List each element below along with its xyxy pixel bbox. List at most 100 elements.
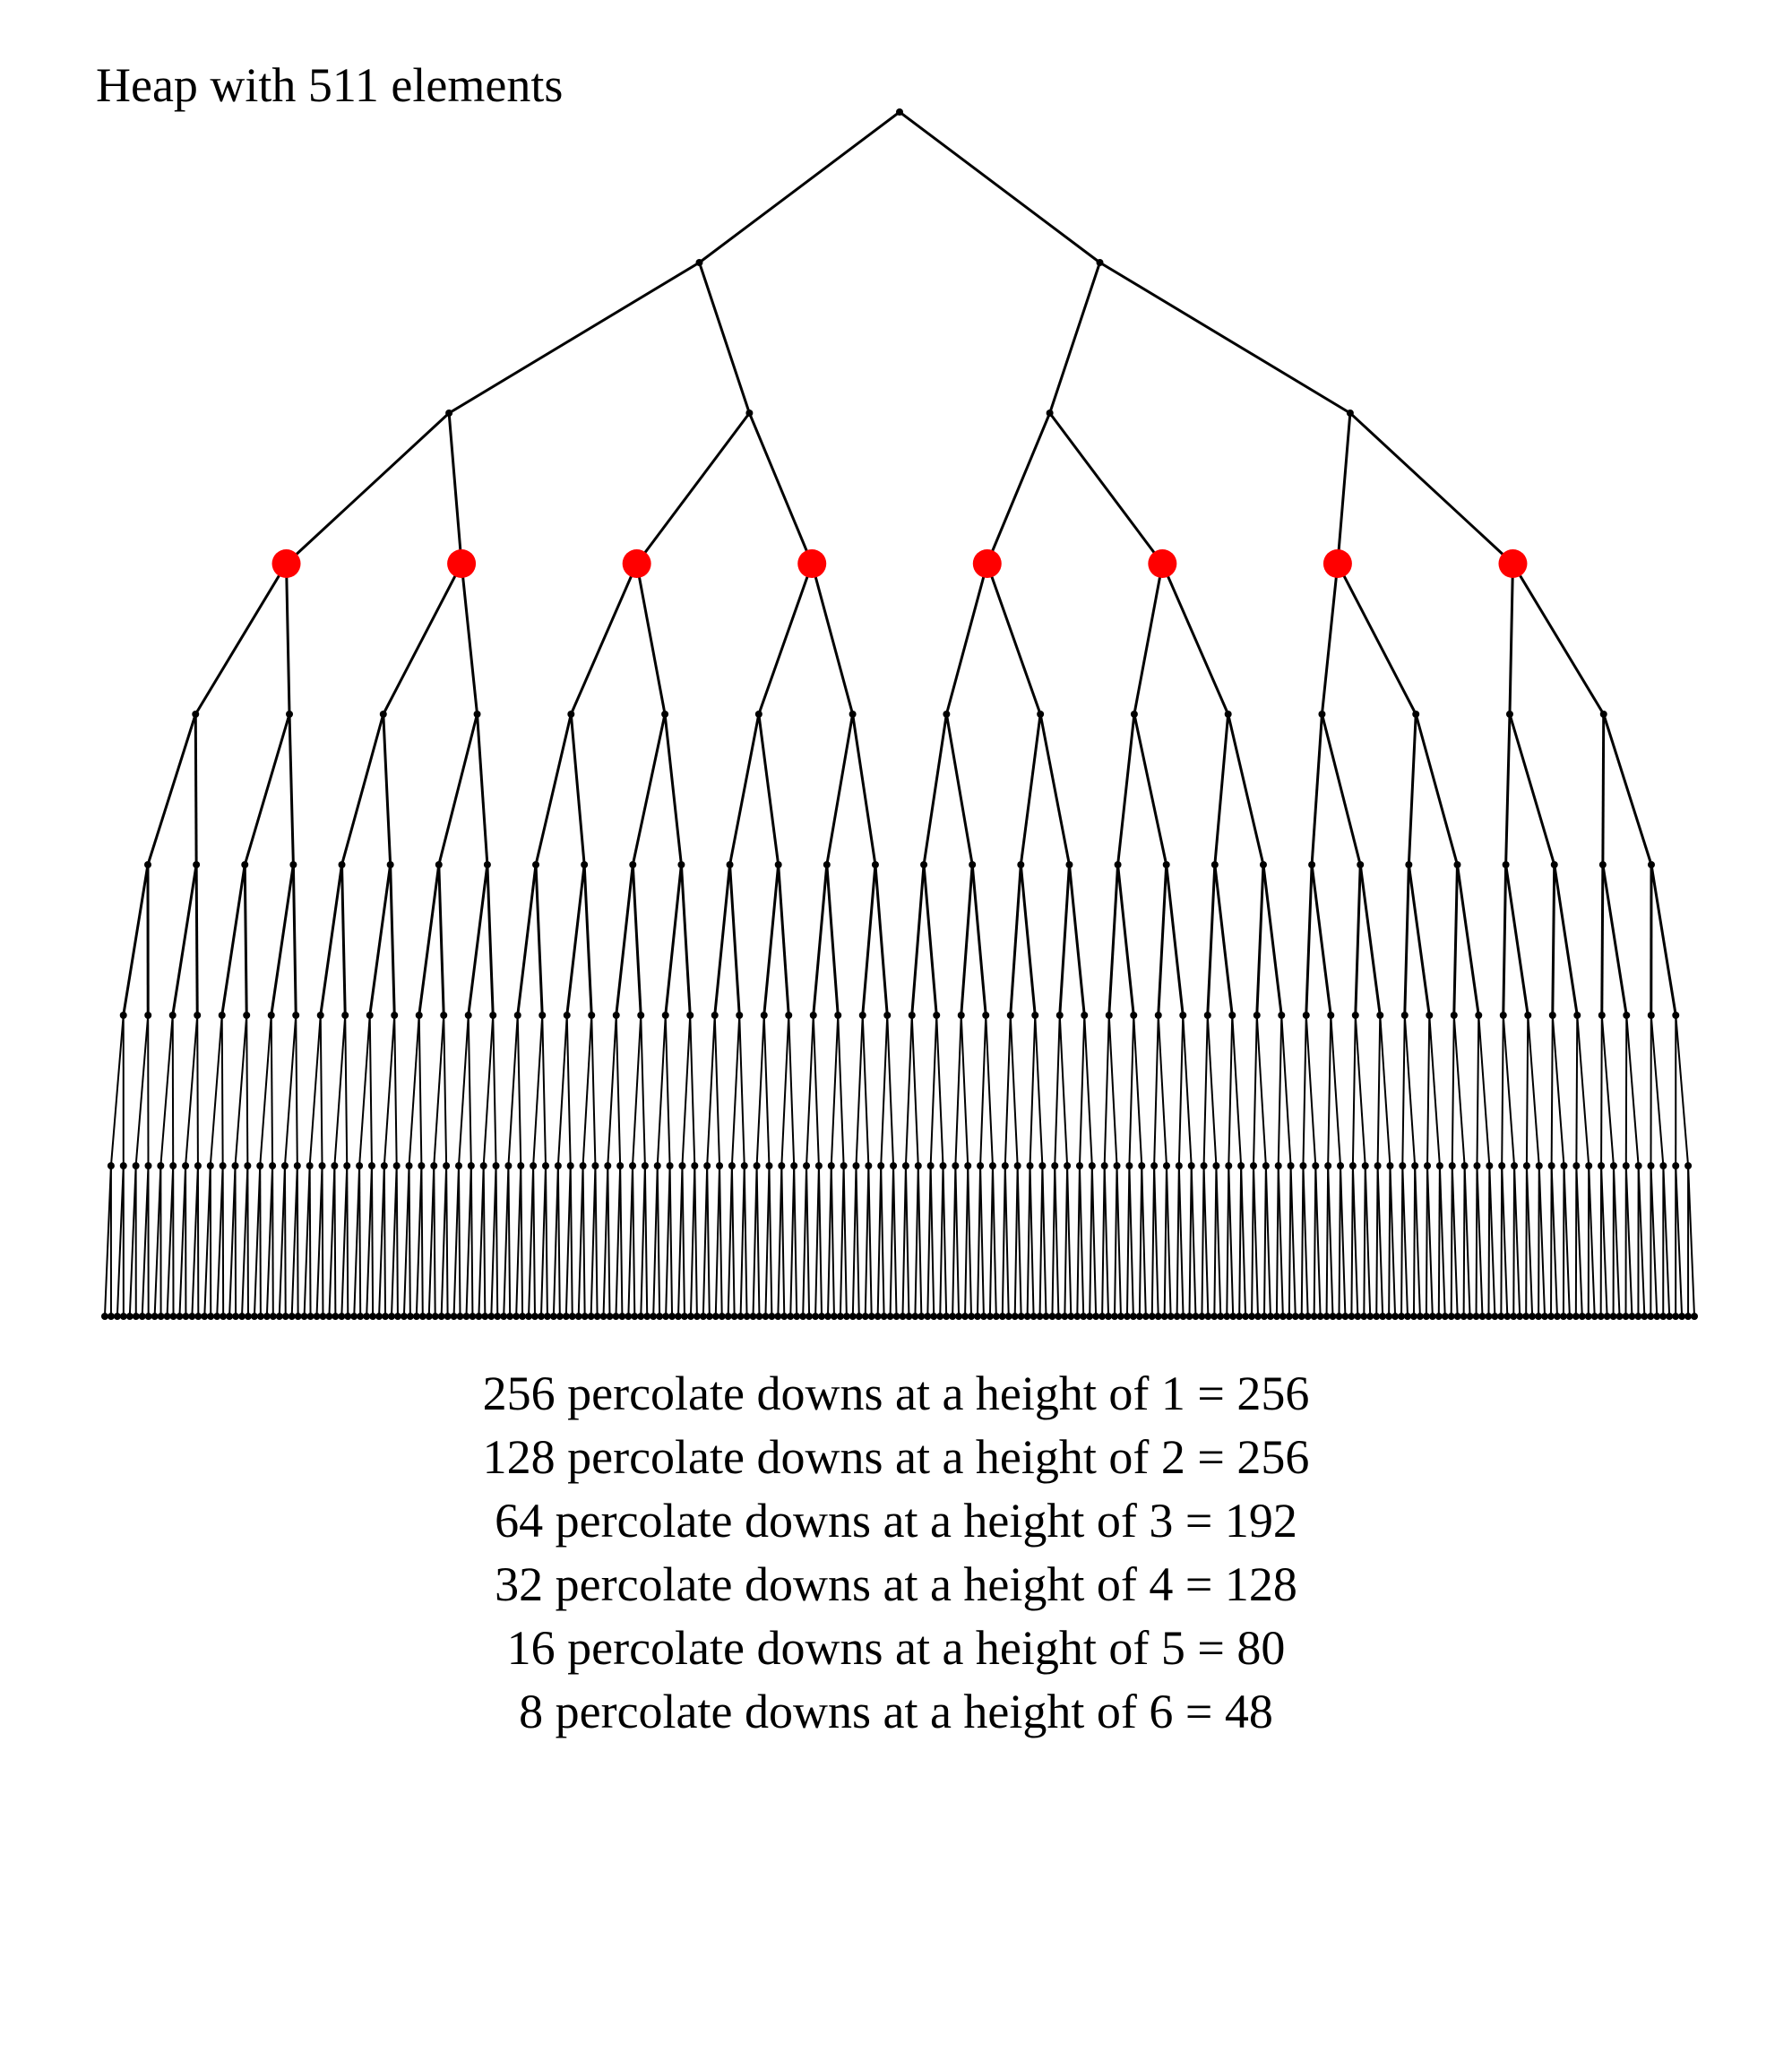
tree-node [760, 1012, 768, 1019]
tree-edge [582, 864, 593, 1016]
tree-edge [191, 1165, 199, 1317]
tree-edge [448, 261, 701, 415]
tree-edge [728, 713, 761, 866]
tree-edge [128, 1165, 137, 1317]
tree-edge [1078, 1014, 1086, 1167]
tree-edge [534, 713, 573, 866]
tree-node [914, 1162, 922, 1169]
tree-edge [615, 1014, 622, 1167]
tree-edge [328, 1165, 336, 1317]
tree-node [793, 1313, 801, 1320]
tree-edge [706, 1165, 711, 1317]
tree-node [391, 1012, 399, 1019]
tree-edge [910, 1014, 919, 1167]
tree-edge [1305, 864, 1314, 1016]
tree-edge [904, 1165, 910, 1317]
tree-node [871, 861, 879, 868]
tree-edge [806, 1014, 814, 1167]
tree-node [1038, 1162, 1047, 1169]
tree-node [356, 1162, 364, 1169]
tree-node [1130, 1012, 1138, 1019]
tree-edge [366, 1165, 373, 1317]
tree-node [755, 1313, 763, 1320]
tree-node [430, 1162, 438, 1169]
tree-node [1037, 711, 1045, 718]
tree-edge [632, 1014, 642, 1167]
tree-edge [433, 1014, 445, 1167]
tree-node [1254, 1313, 1262, 1320]
tree-node [1684, 1162, 1693, 1169]
tree-edge [664, 864, 683, 1016]
tree-edge [319, 864, 344, 1016]
tree-node [982, 1012, 990, 1019]
tree-node [1341, 1313, 1349, 1320]
tree-edge [910, 864, 926, 1016]
tree-edge [631, 864, 642, 1016]
tree-edge [1320, 563, 1340, 715]
tree-node [341, 1012, 349, 1019]
tree-node [593, 1313, 601, 1320]
tree-node [144, 861, 151, 868]
tree-edge [1054, 1014, 1061, 1167]
tree-node [405, 1162, 413, 1169]
tree-edge [788, 1014, 796, 1167]
tree-edge [1213, 713, 1230, 866]
tree-node [431, 1313, 439, 1320]
tree-edge [944, 563, 989, 715]
tree-edge [954, 1014, 962, 1167]
tree-node [489, 1012, 497, 1019]
tree-node [1259, 861, 1267, 868]
tree-edge [1083, 1014, 1093, 1167]
tree-node [1096, 259, 1104, 266]
tree-node [440, 1012, 448, 1019]
tree-edge [1363, 1165, 1366, 1317]
tree-node [1603, 1313, 1611, 1320]
tree-edge [864, 1165, 870, 1317]
tree-edge [1101, 1165, 1106, 1317]
tree-edge [1277, 1014, 1283, 1167]
tree-edge [358, 1014, 371, 1167]
tree-edge [810, 563, 855, 715]
tree-node [1475, 1012, 1483, 1019]
tree-node [1357, 861, 1365, 868]
tree-edge [340, 864, 347, 1016]
tree-edge [929, 1014, 938, 1167]
tree-edge [991, 1165, 997, 1317]
tree-node [581, 1313, 589, 1320]
tree-node [517, 1162, 525, 1169]
tree-edge [389, 864, 396, 1016]
tree-edge [1388, 1165, 1391, 1317]
tree-edge [917, 1165, 923, 1317]
tree-node [500, 1313, 508, 1320]
tree-node [823, 861, 831, 868]
tree-edge [768, 1165, 773, 1317]
tree-node [412, 1313, 420, 1320]
tree-edge [837, 1014, 845, 1167]
tree-node [1502, 861, 1510, 868]
tree-node [754, 711, 762, 718]
tree-node [286, 711, 294, 718]
tree-edge [929, 1165, 935, 1317]
tree-node [643, 1313, 651, 1320]
tree-node [830, 1313, 838, 1320]
tree-edge [194, 864, 199, 1016]
tree-edge [806, 1165, 811, 1317]
tree-node [905, 1313, 913, 1320]
tree-node [275, 1313, 283, 1320]
tree-edge [1029, 1165, 1035, 1317]
tree-node [1578, 1313, 1586, 1320]
tree-node [267, 1012, 275, 1019]
tree-node [157, 1313, 165, 1320]
tree-edge [1625, 1014, 1640, 1167]
tree-node [918, 1313, 926, 1320]
tree-node [579, 1162, 587, 1169]
tree-node [774, 1313, 782, 1320]
tree-edge [427, 1165, 435, 1317]
tree-edge [1051, 1165, 1056, 1317]
tree-node [1666, 1313, 1674, 1320]
tree-edge [1463, 1165, 1471, 1317]
tree-node [531, 1313, 539, 1320]
tree-node [1123, 1313, 1131, 1320]
tree-edge [681, 1165, 685, 1317]
tree-node [1210, 1313, 1219, 1320]
